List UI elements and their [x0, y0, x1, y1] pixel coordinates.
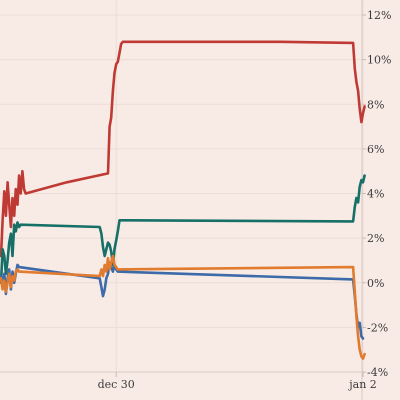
x-tick-labels: dec 30 jan 2: [98, 378, 377, 391]
series-line-2: [0, 174, 366, 285]
y-tick-label: 8%: [367, 98, 384, 111]
y-tick-label: -4%: [367, 366, 388, 379]
y-tick-labels: 12% 10% 8% 6% 4% 2% 0% -2% -4%: [367, 9, 391, 379]
x-tick-label: jan 2: [347, 378, 377, 391]
y-tick-label: 4%: [367, 188, 384, 201]
y-tick-label: 12%: [367, 9, 391, 22]
series-lines: [0, 40, 366, 360]
series-line-1: [0, 40, 366, 258]
y-tick-label: 2%: [367, 232, 384, 245]
y-tick-label: 10%: [367, 54, 391, 67]
y-tick-label: 6%: [367, 143, 384, 156]
series-line-4: [0, 254, 366, 360]
y-tick-label: 0%: [367, 277, 384, 290]
x-tick-label: dec 30: [98, 378, 135, 391]
y-tick-label: -2%: [367, 321, 388, 334]
